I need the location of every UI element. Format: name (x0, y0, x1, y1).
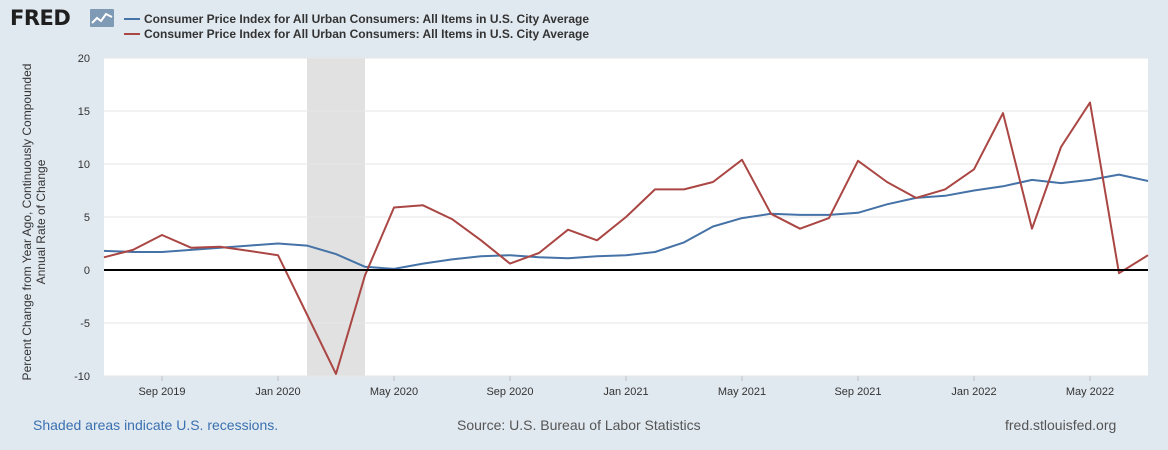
x-tick-label: Jan 2021 (603, 386, 648, 398)
line-chart[interactable]: -10 -5 0 5 10 15 20 Sep 2019 Jan 2020 May 2020 Sep… (0, 0, 1168, 410)
x-tick-label: May 2021 (718, 386, 766, 398)
site-link[interactable]: fred.stlouisfed.org (1005, 417, 1117, 433)
legend-swatch (124, 17, 140, 20)
x-tick-label: Sep 2021 (834, 386, 881, 398)
x-tick-label: Jan 2020 (255, 386, 300, 398)
legend-item-0[interactable]: Consumer Price Index for All Urban Consu… (124, 12, 589, 26)
x-tick-label: May 2022 (1066, 386, 1114, 398)
y-tick-label: -10 (74, 371, 90, 383)
y-tick-label: -5 (80, 318, 90, 330)
y-tick-label: 0 (84, 265, 90, 277)
x-tick-label: May 2020 (370, 386, 418, 398)
series-line-0 (103, 173, 1149, 270)
line-graph-icon (90, 9, 114, 27)
legend-label: Consumer Price Index for All Urban Consu… (144, 12, 589, 26)
y-tick-label: 5 (84, 212, 90, 224)
fred-logo[interactable]: FRED (10, 6, 71, 30)
y-tick-label: 10 (78, 159, 90, 171)
y-tick-label: 15 (78, 106, 90, 118)
x-tick-label: Sep 2020 (486, 386, 533, 398)
source-text: Source: U.S. Bureau of Labor Statistics (457, 417, 701, 433)
series-line-1 (103, 101, 1149, 375)
legend-item-1[interactable]: Consumer Price Index for All Urban Consu… (124, 27, 589, 41)
legend-label: Consumer Price Index for All Urban Consu… (144, 27, 589, 41)
x-tick-label: Jan 2022 (951, 386, 996, 398)
x-tick-label: Sep 2019 (138, 386, 185, 398)
recession-note: Shaded areas indicate U.S. recessions. (33, 417, 279, 433)
legend-swatch (124, 32, 140, 35)
y-tick-label: 20 (78, 53, 90, 65)
